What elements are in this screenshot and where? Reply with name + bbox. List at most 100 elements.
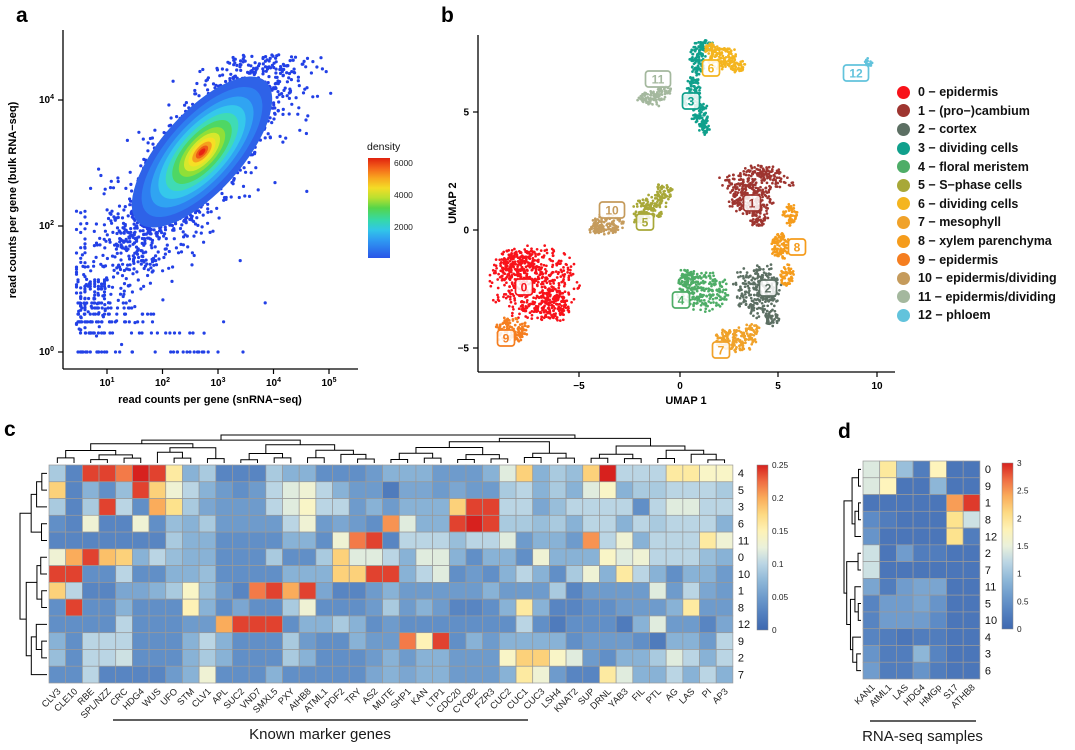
heatmap-cell [182,582,200,600]
heatmap-cell [215,582,233,600]
heatmap-cell [665,615,684,634]
heatmap-cell [398,665,417,684]
heatmap-cell [649,498,667,516]
heatmap-cell [699,582,717,600]
heatmap-cell [582,565,600,583]
heatmap-cell [265,481,283,499]
heatmap-cell [198,481,217,499]
heatmap-cell [148,632,167,650]
heatmap-cell [879,628,897,646]
heatmap-cell [65,531,83,550]
heatmap-cell [382,531,400,550]
heatmap-cell [282,615,300,634]
colorbar-c [756,464,769,631]
heatmap-cell [398,514,417,533]
heatmap-cell [962,494,981,512]
heatmap-cell [365,498,383,516]
heatmap-cell [549,598,567,617]
heatmap-cell [232,548,250,566]
heatmap-cell [448,649,467,667]
heatmap-cell [215,665,233,684]
heatmap-cell [499,498,517,516]
heatmap-cell [912,460,931,479]
heatmap-cell [232,649,250,667]
heatmap-cell [912,645,931,663]
heatmap-cell [448,615,467,634]
heatmap-cell [215,565,233,583]
heatmap-cell [332,481,350,499]
umap-cluster-label-2: 2 [758,279,778,297]
heatmap-cell [98,548,117,566]
heatmap-cell [232,481,250,499]
heatmap-cell [448,498,467,516]
heatmap-cell [215,481,233,499]
heatmap-cell [532,464,550,483]
umap-cluster-label-5: 5 [635,213,655,231]
heatmap-cell [962,661,981,680]
heatmap-cell [599,531,617,550]
umap-cluster-8 [770,202,799,287]
heatmap-cell [912,561,931,579]
heatmap-cell [699,481,717,499]
heatmap-cell [465,665,484,684]
heatmap-cell [232,665,250,684]
legend-label-10: 10 − epidermis/dividing [918,271,1057,286]
heatmap-cell [448,632,467,650]
heatmap-cell [382,514,400,533]
heatmap-cell [962,611,981,630]
heatmap-cell [715,615,734,634]
heatmap-cell [896,510,914,529]
heatmap-cell [365,514,383,533]
heatmap-cell [82,481,100,499]
heatmap-cell [432,632,450,650]
panel-c-marker-heatmap: 4536110101812927CLV3CLE10RBESPL/NZZCRCHD… [19,434,789,721]
heatmap-cell [929,594,947,613]
row-dendrogram-d [843,468,861,672]
row-label-6: 6 [738,518,744,530]
row-label-12: 12 [738,619,750,631]
svg-text:104: 104 [266,377,281,389]
heatmap-cell [699,514,717,533]
legend-dot-10 [897,271,910,285]
row-label-9: 9 [738,636,744,648]
density-colorbar [368,158,390,258]
heatmap-cell [398,548,417,566]
heatmap-cell [415,598,433,617]
heatmap-cell [715,481,734,499]
svg-text:102: 102 [155,377,170,389]
heatmap-cell [415,481,433,499]
heatmap-cell [499,531,517,550]
heatmap-cell [862,661,881,680]
svg-text:101: 101 [99,377,114,389]
heatmap-cell [265,531,283,550]
heatmap-cell [699,548,717,566]
heatmap-cell [232,582,250,600]
heatmap-cell [715,464,734,483]
heatmap-cell [65,498,83,516]
row-label-10: 10 [738,569,750,581]
heatmap-cell [382,649,400,667]
heatmap-cell [946,561,964,579]
heatmap-cell [182,531,200,550]
legend-item-10: 10 − epidermis/dividing [897,269,1057,288]
heatmap-cell [565,649,584,667]
heatmap-cell [298,514,317,533]
heatmap-cell [599,582,617,600]
heatmap-cell [896,527,914,546]
heatmap-cell [582,632,600,650]
heatmap-cell [565,531,584,550]
heatmap-cell [715,582,734,600]
heatmap-cell [465,649,484,667]
heatmap-cell [298,481,317,499]
heatmap-cell [365,481,383,499]
heatmap-cell [165,598,183,617]
heatmap-cell [615,481,634,499]
heatmap-cell [382,481,400,499]
heatmap-cell [962,460,981,479]
heatmap-cell [896,628,914,646]
heatmap-cell [432,531,450,550]
umap-cluster-label-4: 4 [671,291,691,309]
heatmap-cell [348,565,367,583]
umap-cluster-legend: 0 − epidermis 1 − (pro−)cambium 2 − cortex… [897,83,1057,325]
heatmap-cell [649,632,667,650]
